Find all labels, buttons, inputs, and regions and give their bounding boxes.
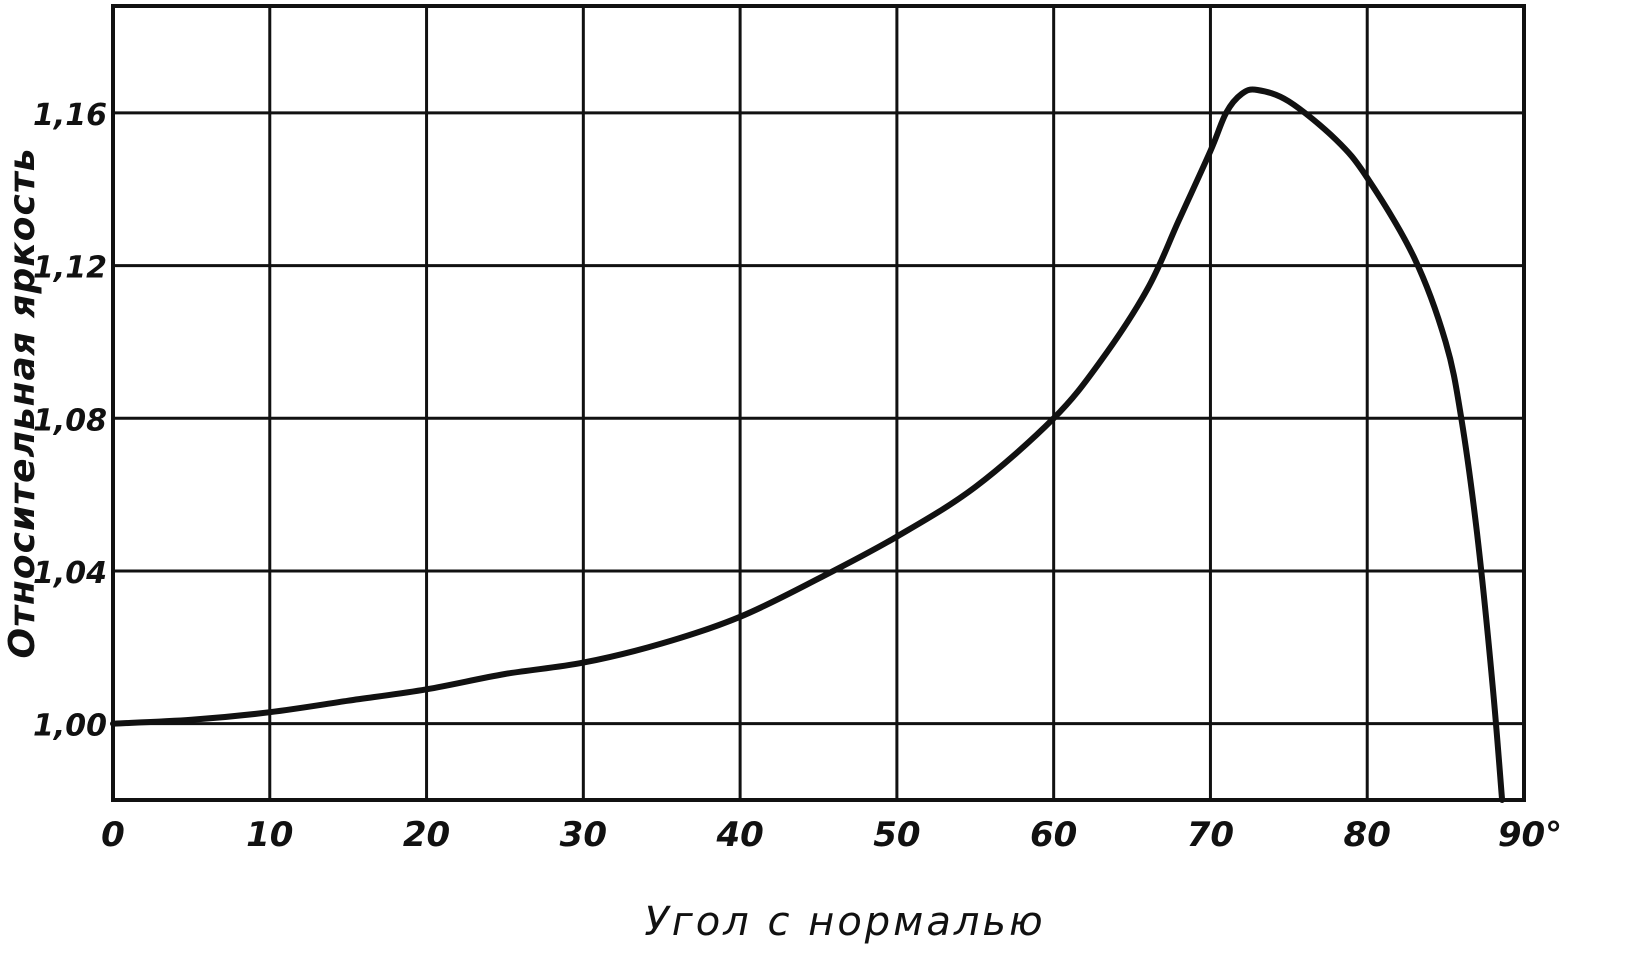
x-tick-label: 0 xyxy=(101,815,125,855)
y-tick-label: 1,08 xyxy=(33,403,107,438)
x-tick-label: 20 xyxy=(403,815,450,855)
grid xyxy=(111,6,1526,800)
x-tick-label: 10 xyxy=(246,815,293,855)
y-tick-label: 1,16 xyxy=(33,98,107,133)
y-tick-label: 1,04 xyxy=(33,556,107,591)
x-tick-label: 70 xyxy=(1187,815,1234,855)
x-tick-label: 30 xyxy=(560,815,607,855)
x-tick-label: 80 xyxy=(1344,815,1391,855)
y-tick-labels: 1,00 1,04 1,08 1,12 1,16 xyxy=(33,98,107,744)
x-tick-label: 90° xyxy=(1498,815,1562,855)
x-axis-title: Угол с нормалью xyxy=(644,899,1045,945)
x-tick-label: 40 xyxy=(715,815,763,855)
x-tick-label: 50 xyxy=(873,815,920,855)
brightness-curve xyxy=(110,86,1506,803)
y-tick-label: 1,12 xyxy=(33,251,107,286)
y-tick-label: 1,00 xyxy=(33,709,107,744)
plot-frame xyxy=(111,4,1526,802)
x-tick-labels: 0 10 20 30 40 50 60 70 80 90° xyxy=(101,815,1562,855)
x-tick-label: 60 xyxy=(1030,815,1077,855)
y-axis-title: Относительная яркость xyxy=(2,148,43,659)
